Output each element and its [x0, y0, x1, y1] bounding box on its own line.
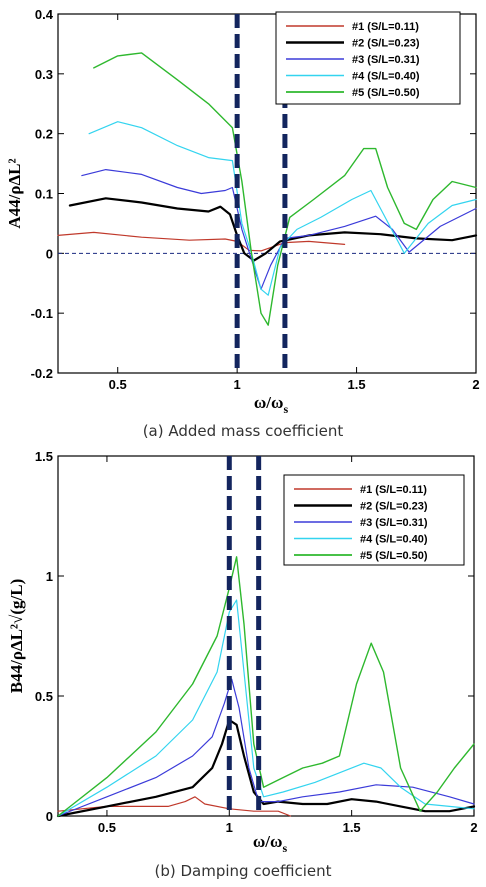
x-axis-label: ω/ωs — [253, 832, 288, 855]
y-tick-label: 0 — [46, 809, 53, 824]
series-line-4 — [88, 121, 477, 296]
legend-box — [283, 474, 465, 566]
y-tick-label: 0 — [46, 246, 53, 261]
series-line-1 — [57, 796, 292, 817]
y-axis-label: B44/ρΔL²√(g/L) — [7, 579, 26, 693]
x-tick-label: 2 — [470, 820, 477, 835]
y-tick-label: -0.2 — [31, 366, 53, 381]
x-tick-label: 2 — [472, 377, 479, 392]
series-line-2 — [68, 197, 478, 262]
legend-label-2: #2 (S/L=0.23) — [360, 501, 428, 513]
y-tick-label: 0.2 — [35, 127, 53, 142]
figure-caption: (a) Added mass coefficient — [143, 422, 344, 440]
x-axis-label: ω/ωs — [254, 393, 289, 416]
figure-caption: (b) Damping coefficient — [154, 862, 331, 880]
legend-label-4: #4 (S/L=0.40) — [360, 534, 428, 546]
y-tick-label: 1 — [46, 569, 53, 584]
y-tick-label: -0.1 — [31, 306, 53, 321]
series-line-4 — [57, 599, 475, 817]
legend-label-4: #4 (S/L=0.40) — [352, 71, 420, 83]
legend-label-2: #2 (S/L=0.23) — [352, 38, 420, 50]
y-tick-label: 0.4 — [35, 7, 54, 22]
legend-label-3: #3 (S/L=0.31) — [360, 517, 428, 529]
plot-frame — [57, 455, 475, 817]
legend-label-3: #3 (S/L=0.31) — [352, 54, 420, 66]
legend-label-1: #1 (S/L=0.11) — [352, 21, 419, 33]
x-tick-label: 1.5 — [348, 377, 366, 392]
chart-added-mass: -0.2 -0.1 0 0.1 0.2 0.3 0.4 0.5 1 1.5 2 #1 (S/L=0.1… — [5, 7, 480, 440]
legend-label-5: #5 (S/L=0.50) — [352, 87, 420, 99]
legend-box — [275, 11, 461, 105]
x-tick-label: 0.5 — [109, 377, 127, 392]
legend-label-1: #1 (S/L=0.11) — [360, 484, 427, 496]
y-tick-label: 0.5 — [35, 689, 53, 704]
y-tick-label: 0.1 — [35, 187, 53, 202]
y-tick-label: 0.3 — [35, 67, 53, 82]
legend-label-5: #5 (S/L=0.50) — [360, 550, 428, 562]
x-tick-label: 0.5 — [98, 820, 116, 835]
series-line-3 — [57, 678, 475, 817]
chart-damping: 0 0.5 1 1.5 0.5 1 1.5 2 #1 (S/L=0.11) #2 (S/L=0.2… — [7, 449, 478, 880]
series-line-5 — [57, 556, 475, 817]
x-tick-label: 1 — [226, 820, 233, 835]
x-tick-label: 1 — [234, 377, 241, 392]
y-axis-label: A44/ρΔL² — [5, 158, 24, 228]
series-line-1 — [57, 231, 346, 252]
y-tick-label: 1.5 — [35, 449, 53, 464]
x-tick-label: 1.5 — [343, 820, 361, 835]
